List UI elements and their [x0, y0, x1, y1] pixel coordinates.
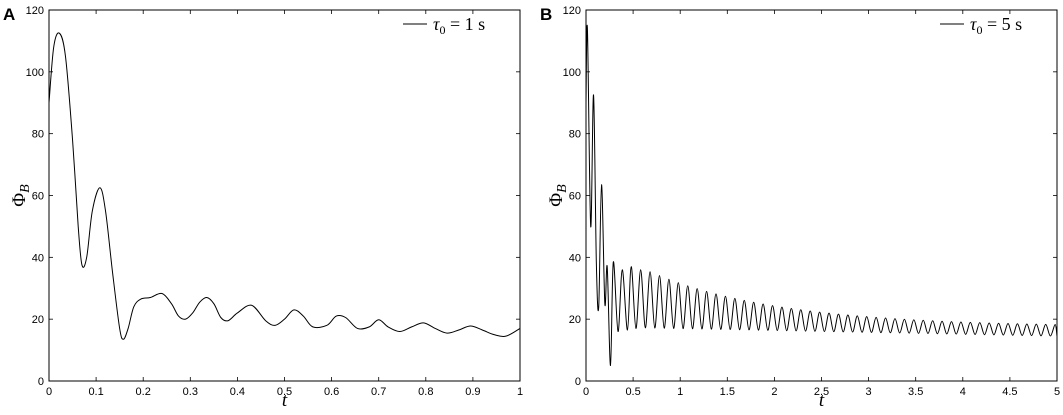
x-tick-label: 0.5 — [625, 386, 640, 398]
x-tick-label: 5 — [1054, 386, 1060, 398]
plot-frame — [585, 9, 1058, 382]
x-tick-label: 1.5 — [720, 386, 735, 398]
panel-label: B — [540, 5, 552, 24]
y-tick-label: 40 — [569, 252, 581, 264]
x-tick-label: 0 — [583, 386, 589, 398]
y-tick-label: 60 — [569, 191, 581, 203]
y-tick-label: 120 — [563, 5, 581, 17]
y-tick-label: 100 — [26, 67, 44, 79]
y-tick-label: 40 — [32, 252, 44, 264]
x-tick-label: 0.7 — [371, 386, 386, 398]
x-tick-label: 0.4 — [230, 386, 245, 398]
x-tick-label: 0.2 — [136, 386, 151, 398]
panel-b: B 0 0.5 1 1.5 2 2.5 3 3.5 4 4.5 5 0 20 40 60 80 100 120 t ΦB… — [540, 5, 1060, 411]
series-line — [48, 32, 521, 340]
y-tick-label: 100 — [563, 67, 581, 79]
y-tick-label: 120 — [26, 5, 44, 17]
x-tick-label: 0 — [46, 386, 52, 398]
legend-label: τ0 = 5 s — [970, 14, 1022, 37]
x-tick-label: 0.5 — [277, 386, 292, 398]
x-tick-label: 4.5 — [1002, 386, 1017, 398]
x-tick-label: 2 — [771, 386, 777, 398]
y-tick-label: 80 — [32, 129, 44, 141]
y-axis-title: ΦB — [546, 184, 570, 207]
panel-label: A — [3, 5, 15, 24]
x-axis-title: t — [819, 390, 825, 411]
x-tick-label: 0.6 — [324, 386, 339, 398]
x-tick-label: 3 — [866, 386, 872, 398]
x-tick-label: 0.1 — [88, 386, 103, 398]
x-axis-title: t — [282, 390, 288, 411]
x-tick-label: 0.9 — [465, 386, 480, 398]
x-tick-label: 2.5 — [814, 386, 829, 398]
x-tick-label: 1 — [517, 386, 523, 398]
x-tick-label: 0.3 — [183, 386, 198, 398]
y-tick-label: 20 — [569, 314, 581, 326]
legend-label: τ0 = 1 s — [433, 14, 485, 37]
series-line — [585, 24, 1058, 367]
x-tick-label: 4 — [960, 386, 966, 398]
y-tick-label: 20 — [32, 314, 44, 326]
x-tick-label: 0.8 — [418, 386, 433, 398]
y-tick-label: 80 — [569, 129, 581, 141]
y-axis-title: ΦB — [9, 184, 33, 207]
x-tick-label: 3.5 — [908, 386, 923, 398]
y-tick-label: 0 — [38, 376, 44, 388]
x-tick-label: 1 — [677, 386, 683, 398]
y-tick-label: 60 — [32, 191, 44, 203]
panel-a: A 0 0.1 0.2 0.3 0.4 0.5 0.6 0.7 0.8 0.9 1 0 20 40 60 80 1… — [3, 5, 523, 411]
y-tick-label: 0 — [575, 376, 581, 388]
